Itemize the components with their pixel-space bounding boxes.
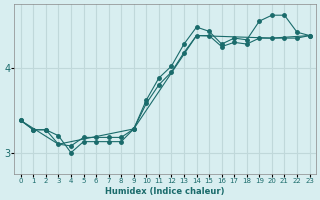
X-axis label: Humidex (Indice chaleur): Humidex (Indice chaleur) xyxy=(105,187,225,196)
